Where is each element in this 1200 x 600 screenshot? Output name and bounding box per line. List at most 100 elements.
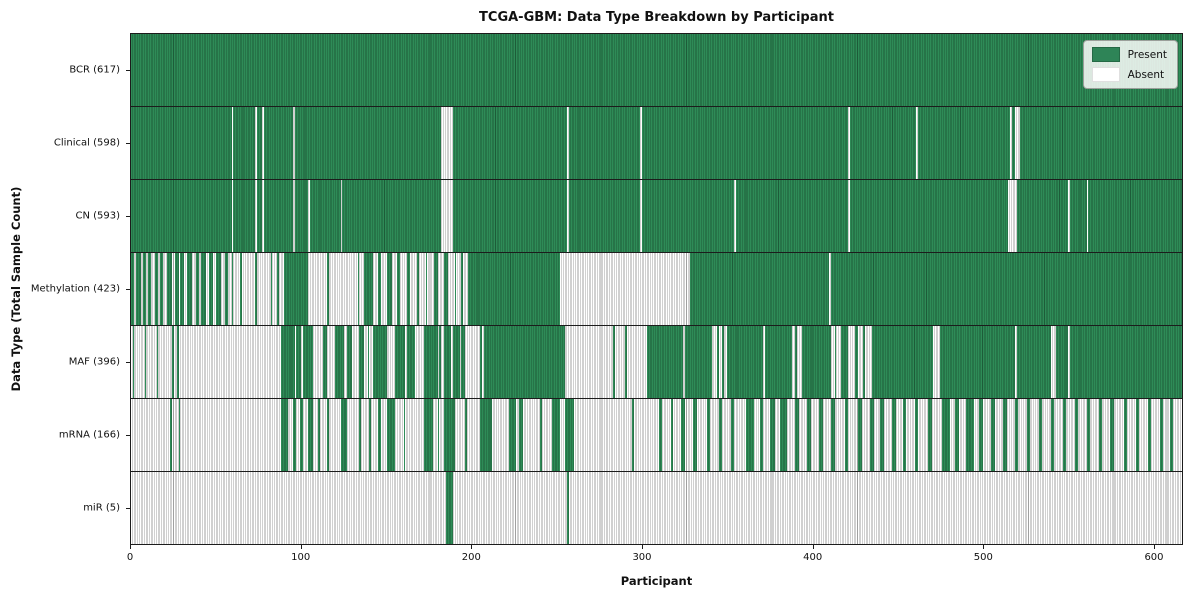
present-segment <box>452 326 460 398</box>
present-segment <box>727 326 763 398</box>
present-segment <box>718 399 723 471</box>
present-segment <box>308 399 314 471</box>
x-tick-mark <box>471 545 473 549</box>
present-segment <box>841 326 849 398</box>
present-segment <box>1088 180 1182 252</box>
present-segment <box>231 253 234 325</box>
present-segment <box>722 326 724 398</box>
present-segment <box>434 253 438 325</box>
present-segment <box>1020 107 1182 179</box>
present-segment <box>1003 399 1007 471</box>
present-segment <box>764 326 792 398</box>
x-tick-label-600: 600 <box>1144 552 1164 563</box>
present-segment <box>296 326 302 398</box>
present-segment <box>863 326 866 398</box>
present-segment <box>386 253 392 325</box>
present-segment <box>224 253 229 325</box>
present-segment <box>144 326 147 398</box>
present-segment <box>745 399 755 471</box>
present-segment <box>131 180 232 252</box>
present-segment <box>849 180 1009 252</box>
present-segment <box>849 107 917 179</box>
present-segment <box>423 326 438 398</box>
present-segment <box>403 399 406 471</box>
present-segment <box>642 107 849 179</box>
present-segment <box>233 180 256 252</box>
present-segment <box>858 399 862 471</box>
present-segment <box>437 399 440 471</box>
x-tick-label-0: 0 <box>126 552 134 563</box>
present-segment <box>795 399 799 471</box>
present-segment <box>255 253 258 325</box>
x-tick-labels: 0 100 200 300 400 500 600 <box>126 545 1183 571</box>
present-segment <box>166 253 172 325</box>
x-tick-mark <box>983 545 985 549</box>
present-segment <box>386 399 396 471</box>
present-segment <box>928 399 932 471</box>
present-segment <box>831 253 1182 325</box>
present-segment <box>1069 180 1087 252</box>
present-segment <box>1026 399 1031 471</box>
present-segment <box>1159 399 1164 471</box>
present-segment <box>176 326 179 398</box>
present-segment <box>917 107 1010 179</box>
row-Clinical <box>131 107 1182 180</box>
present-segment <box>175 253 179 325</box>
row-Methylation <box>131 253 1182 326</box>
present-segment <box>444 253 448 325</box>
x-axis-label: Participant <box>620 574 693 588</box>
present-segment <box>318 399 321 471</box>
x-tick-mark <box>300 545 302 549</box>
present-segment <box>1038 399 1043 471</box>
present-segment <box>819 399 823 471</box>
y-tick-label-Methylation: Methylation (423) <box>30 283 120 295</box>
present-segment <box>187 253 193 325</box>
y-tick-mark <box>126 69 130 71</box>
present-segment <box>1136 399 1140 471</box>
present-segment <box>377 399 382 471</box>
present-segment <box>326 253 329 325</box>
present-segment <box>280 399 288 471</box>
present-segment <box>965 399 975 471</box>
present-segment <box>233 107 256 179</box>
present-segment <box>468 253 561 325</box>
present-segment <box>551 399 561 471</box>
present-segment <box>270 253 273 325</box>
present-segment <box>509 399 516 471</box>
absent-swatch-icon <box>1091 67 1120 82</box>
present-segment <box>200 253 206 325</box>
present-segment <box>357 253 360 325</box>
y-tick-label-Clinical: Clinical (598) <box>53 137 120 149</box>
present-segment <box>277 253 280 325</box>
present-segment <box>568 180 641 252</box>
chart-title: TCGA-GBM: Data Type Breakdown by Partici… <box>479 10 834 25</box>
present-segment <box>148 253 152 325</box>
present-segment <box>257 107 263 179</box>
present-segment <box>693 399 697 471</box>
present-segment <box>132 326 135 398</box>
present-segment <box>303 326 314 398</box>
y-tick-label-miR: miR (5) <box>83 502 120 514</box>
present-segment <box>779 399 787 471</box>
present-segment <box>1050 399 1055 471</box>
present-segment <box>326 399 329 471</box>
present-segment <box>854 326 859 398</box>
present-segment <box>483 326 566 398</box>
present-segment <box>759 399 763 471</box>
present-segment <box>439 326 442 398</box>
present-segment <box>294 180 309 252</box>
present-segment <box>624 326 627 398</box>
x-tick-label-100: 100 <box>291 552 311 563</box>
present-segment <box>263 107 293 179</box>
present-segment <box>642 180 734 252</box>
x-tick-label-200: 200 <box>461 552 481 563</box>
present-segment <box>216 253 222 325</box>
present-segment <box>195 253 200 325</box>
present-segment <box>461 326 465 398</box>
present-segment <box>940 326 1016 398</box>
plot-area: Present Absent <box>130 33 1183 545</box>
present-segment <box>568 107 641 179</box>
present-segment <box>480 399 493 471</box>
present-segment <box>706 399 711 471</box>
legend: Present Absent <box>1082 40 1178 89</box>
